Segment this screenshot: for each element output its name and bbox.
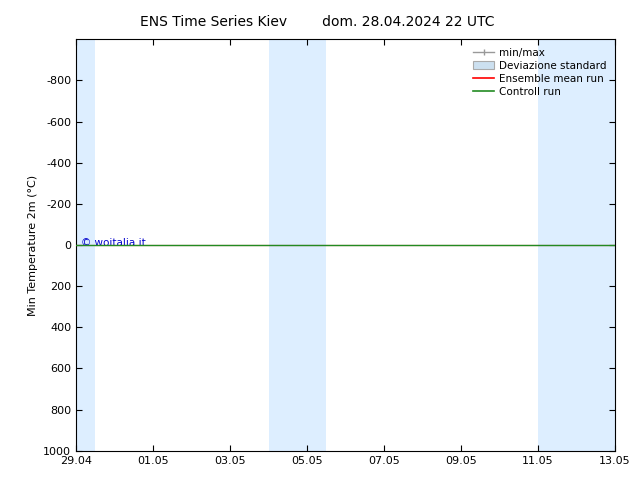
Text: © woitalia.it: © woitalia.it — [81, 238, 146, 248]
Text: ENS Time Series Kiev        dom. 28.04.2024 22 UTC: ENS Time Series Kiev dom. 28.04.2024 22 … — [139, 15, 495, 29]
Legend: min/max, Deviazione standard, Ensemble mean run, Controll run: min/max, Deviazione standard, Ensemble m… — [470, 45, 610, 100]
Bar — [269, 39, 327, 451]
Bar — [538, 39, 615, 451]
Bar — [76, 39, 95, 451]
Y-axis label: Min Temperature 2m (°C): Min Temperature 2m (°C) — [28, 174, 37, 316]
